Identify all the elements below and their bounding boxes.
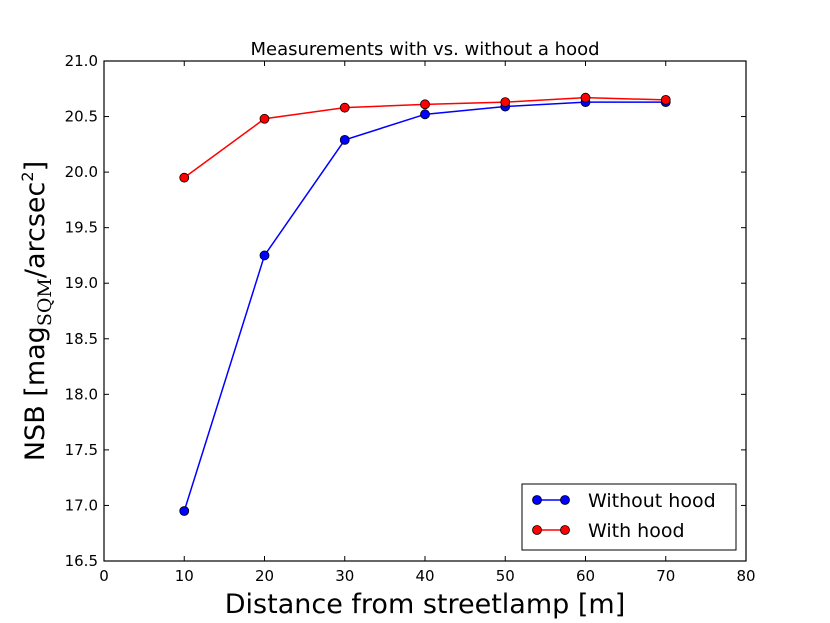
plot-area: 0 10 20 30 40 50 60 70 80 16.5 17.0 17.5 18.0 18.5 19.… [65,52,756,585]
x-tick-label: 50 [496,567,515,585]
y-tick-label: 17.5 [65,441,98,459]
data-point-without-hood [259,250,270,261]
y-tick-label: 21.0 [65,52,98,70]
data-point-without-hood [339,134,350,145]
legend-marker-with-hood [532,525,542,535]
x-axis-label: Distance from streetlamp [m] [225,589,625,620]
chart-title: Measurements with vs. without a hood [250,39,599,60]
y-axis-label-subscript: SQM [34,278,56,326]
y-axis-label: NSB [magSQM/arcsec2] [18,161,56,461]
data-point-with-hood [420,99,430,110]
data-point-without-hood [420,109,430,120]
y-tick-label: 19.5 [65,219,98,237]
y-axis-label-prefix: NSB [mag [20,326,51,461]
x-tick-label: 30 [335,567,354,585]
y-tick-label: 19.0 [65,274,98,292]
legend-marker-without-hood [532,495,542,505]
x-tick-label: 60 [576,567,595,585]
data-point-with-hood [179,172,190,183]
legend-label-with-hood: With hood [588,520,685,542]
x-tick-label: 20 [255,567,274,585]
legend-marker-with-hood [560,525,570,535]
y-tick-label: 18.5 [65,330,98,348]
data-point-with-hood [580,92,591,103]
x-tick-label: 70 [656,567,675,585]
y-tick-label: 20.0 [65,163,98,181]
data-point-with-hood [259,113,270,124]
x-tick-label: 10 [175,567,194,585]
x-tick-label: 40 [415,567,434,585]
y-axis-label-superscript: 2 [18,171,37,181]
legend-marker-without-hood [560,495,570,505]
legend-box [521,483,737,551]
y-tick-label: 18.0 [65,385,98,403]
y-axis-label-suffix: ] [20,161,51,172]
y-axis-label-middle: /arcsec [20,182,51,279]
y-tick-label: 20.5 [65,108,98,126]
data-point-with-hood [500,97,511,108]
y-tick-label: 16.5 [65,552,98,570]
data-point-with-hood [339,102,350,113]
data-point-without-hood [179,506,190,516]
x-tick-label: 80 [736,567,755,585]
axes-frame [103,60,747,562]
x-tick-label: 0 [99,567,109,585]
y-tick-label: 17.0 [65,496,98,514]
legend: Without hood With hood [521,483,737,551]
data-point-with-hood [660,94,671,105]
legend-label-without-hood: Without hood [588,490,716,512]
